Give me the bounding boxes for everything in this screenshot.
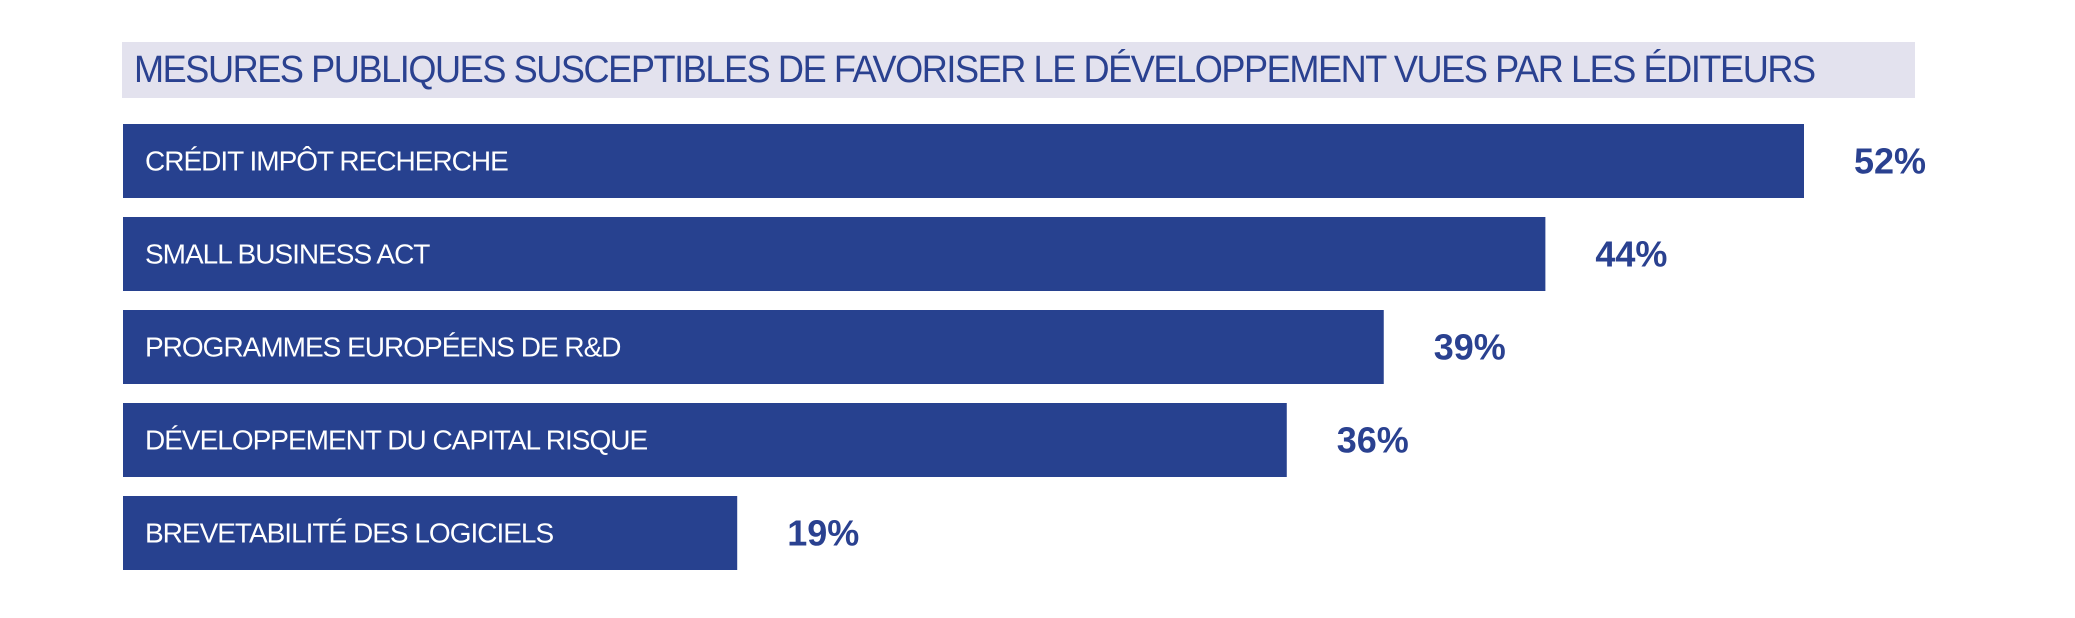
bar-group: PROGRAMMES EUROPÉENS DE R&D 39% <box>123 310 1506 384</box>
chart-title: MESURES PUBLIQUES SUSCEPTIBLES DE FAVORI… <box>134 48 1816 91</box>
bar-group: BREVETABILITÉ DES LOGICIELS 19% <box>123 496 859 570</box>
bar-value-label: 44% <box>1595 234 1667 275</box>
bar-category-label: BREVETABILITÉ DES LOGICIELS <box>145 518 554 549</box>
bar-category-label: PROGRAMMES EUROPÉENS DE R&D <box>145 332 621 363</box>
bar-category-label: CRÉDIT IMPÔT RECHERCHE <box>145 146 508 177</box>
bar <box>123 403 1287 477</box>
bar-value-label: 36% <box>1337 420 1409 461</box>
bar-group: CRÉDIT IMPÔT RECHERCHE 52% <box>123 124 1926 198</box>
bar <box>123 124 1804 198</box>
bar <box>123 310 1384 384</box>
bar <box>123 217 1546 291</box>
bar-value-label: 19% <box>787 513 859 554</box>
bar-category-label: DÉVELOPPEMENT DU CAPITAL RISQUE <box>145 425 647 456</box>
bar-value-label: 39% <box>1434 327 1506 368</box>
bar <box>123 496 738 570</box>
bar-category-label: SMALL BUSINESS ACT <box>145 239 430 270</box>
bar-group: SMALL BUSINESS ACT 44% <box>123 217 1667 291</box>
bar-group: DÉVELOPPEMENT DU CAPITAL RISQUE 36% <box>123 403 1409 477</box>
bar-value-label: 52% <box>1854 141 1926 182</box>
chart-title-box: MESURES PUBLIQUES SUSCEPTIBLES DE FAVORI… <box>122 42 1916 98</box>
